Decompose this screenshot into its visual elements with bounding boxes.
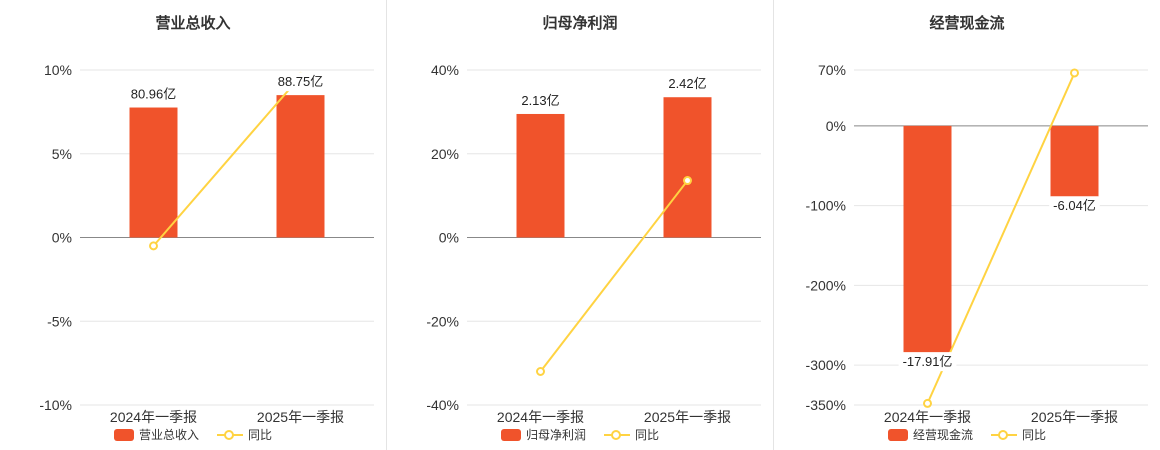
yoy-point-marker xyxy=(1070,68,1079,78)
yoy-trend-line xyxy=(152,75,302,247)
bar-value-label-bg xyxy=(898,352,957,372)
bar-value-label: 88.75亿 xyxy=(278,74,324,89)
bar-series-label: 经营现金流 xyxy=(912,428,973,442)
bar-value-label-bg xyxy=(517,90,564,110)
chart-panel-operating-cash-flow: 经营现金流 70% 0% -100% -200% -300% -350% -17.91亿 -6… xyxy=(773,0,1160,450)
y-tick-label: -10% xyxy=(39,397,72,413)
bar xyxy=(276,95,325,238)
bar xyxy=(1050,125,1099,206)
y-tick-label: 0% xyxy=(52,230,72,246)
legend-item-line-series[interactable]: 同比 xyxy=(217,426,272,443)
legend-item-line-series[interactable]: 同比 xyxy=(604,426,659,443)
bar-value-label-bg xyxy=(664,74,711,94)
y-tick-label: 0% xyxy=(826,118,846,134)
y-tick-label: 5% xyxy=(52,146,72,162)
legend-item-bar-series[interactable]: 经营现金流 xyxy=(887,426,973,443)
bar xyxy=(516,113,565,238)
y-tick-label: 0% xyxy=(439,230,459,246)
bar-series-swatch-icon xyxy=(887,428,908,441)
yoy-point-marker xyxy=(923,398,932,408)
legend-item-bar-series[interactable]: 营业总收入 xyxy=(113,426,199,443)
chart-legend: 归母净利润 同比 xyxy=(387,426,773,443)
y-tick-label: 20% xyxy=(431,146,459,162)
chart-title: 营业总收入 xyxy=(155,15,231,32)
bar-series-swatch-icon xyxy=(500,428,521,441)
x-axis-label: 2025年一季报 xyxy=(644,409,731,425)
bar-value-label: -17.91亿 xyxy=(903,354,953,369)
bar-series-swatch-icon xyxy=(113,428,134,441)
y-tick-label: 40% xyxy=(431,62,459,78)
y-tick-label: -5% xyxy=(47,313,72,329)
chart-title: 经营现金流 xyxy=(929,15,1005,32)
y-tick-label: 10% xyxy=(44,62,72,78)
y-tick-label: -300% xyxy=(806,357,846,373)
bar-series-label: 归母净利润 xyxy=(525,428,586,442)
cash-flow-chart-plot: 70% 0% -100% -200% -300% -350% -17.91亿 -6.04亿 20… xyxy=(806,62,1148,425)
bar-value-label: -6.04亿 xyxy=(1053,198,1096,213)
bar-value-label-bg xyxy=(1049,196,1100,216)
bar xyxy=(903,125,952,362)
y-tick-label: -40% xyxy=(426,397,459,413)
bar-series-label: 营业总收入 xyxy=(138,428,199,442)
x-axis-label: 2025年一季报 xyxy=(1031,409,1118,425)
yoy-trend-line xyxy=(539,179,689,373)
line-series-marker-icon xyxy=(217,429,243,441)
line-series-label: 同比 xyxy=(635,428,660,442)
chart-panel-net-profit: 归母净利润 40% 20% 0% -20% -40% 2.13亿 2.42亿 2024年一季报… xyxy=(386,0,773,450)
bar xyxy=(129,107,178,238)
bar-value-label-bg xyxy=(126,84,181,104)
line-series-marker-icon xyxy=(991,429,1017,441)
bar-value-label: 2.13亿 xyxy=(521,93,559,108)
legend-item-bar-series[interactable]: 归母净利润 xyxy=(500,426,586,443)
chart-panel-revenue: 营业总收入 10% 5% 0% -5% -10% 80.96亿 88.75亿 2024年一季报… xyxy=(0,0,386,450)
yoy-trend-line xyxy=(926,72,1076,404)
bar xyxy=(663,97,712,238)
net-profit-chart-plot: 40% 20% 0% -20% -40% 2.13亿 2.42亿 2024年一季报 2025年一… xyxy=(426,62,761,425)
bar-value-label-bg xyxy=(273,72,328,92)
bar-value-label: 80.96亿 xyxy=(131,87,177,102)
line-series-label: 同比 xyxy=(1022,428,1047,442)
chart-legend: 经营现金流 同比 xyxy=(774,426,1160,443)
yoy-point-marker xyxy=(149,241,158,251)
revenue-chart-plot: 10% 5% 0% -5% -10% 80.96亿 88.75亿 2024年一季报 2025年一… xyxy=(39,62,374,425)
y-tick-label: -20% xyxy=(426,313,459,329)
yoy-point-marker xyxy=(683,176,692,186)
yoy-point-marker xyxy=(536,367,545,376)
y-tick-label: -200% xyxy=(806,277,846,293)
legend-item-line-series[interactable]: 同比 xyxy=(991,426,1046,443)
y-tick-label: -350% xyxy=(806,397,846,413)
x-axis-label: 2024年一季报 xyxy=(884,409,971,425)
line-series-label: 同比 xyxy=(248,428,273,442)
x-axis-label: 2025年一季报 xyxy=(257,409,344,425)
chart-legend: 营业总收入 同比 xyxy=(0,426,386,443)
y-tick-label: 70% xyxy=(818,62,846,78)
x-axis-label: 2024年一季报 xyxy=(497,409,584,425)
y-tick-label: -100% xyxy=(806,198,846,214)
x-axis-label: 2024年一季报 xyxy=(110,409,197,425)
chart-title: 归母净利润 xyxy=(542,15,618,32)
line-series-marker-icon xyxy=(604,429,630,441)
bar-value-label: 2.42亿 xyxy=(668,76,706,91)
